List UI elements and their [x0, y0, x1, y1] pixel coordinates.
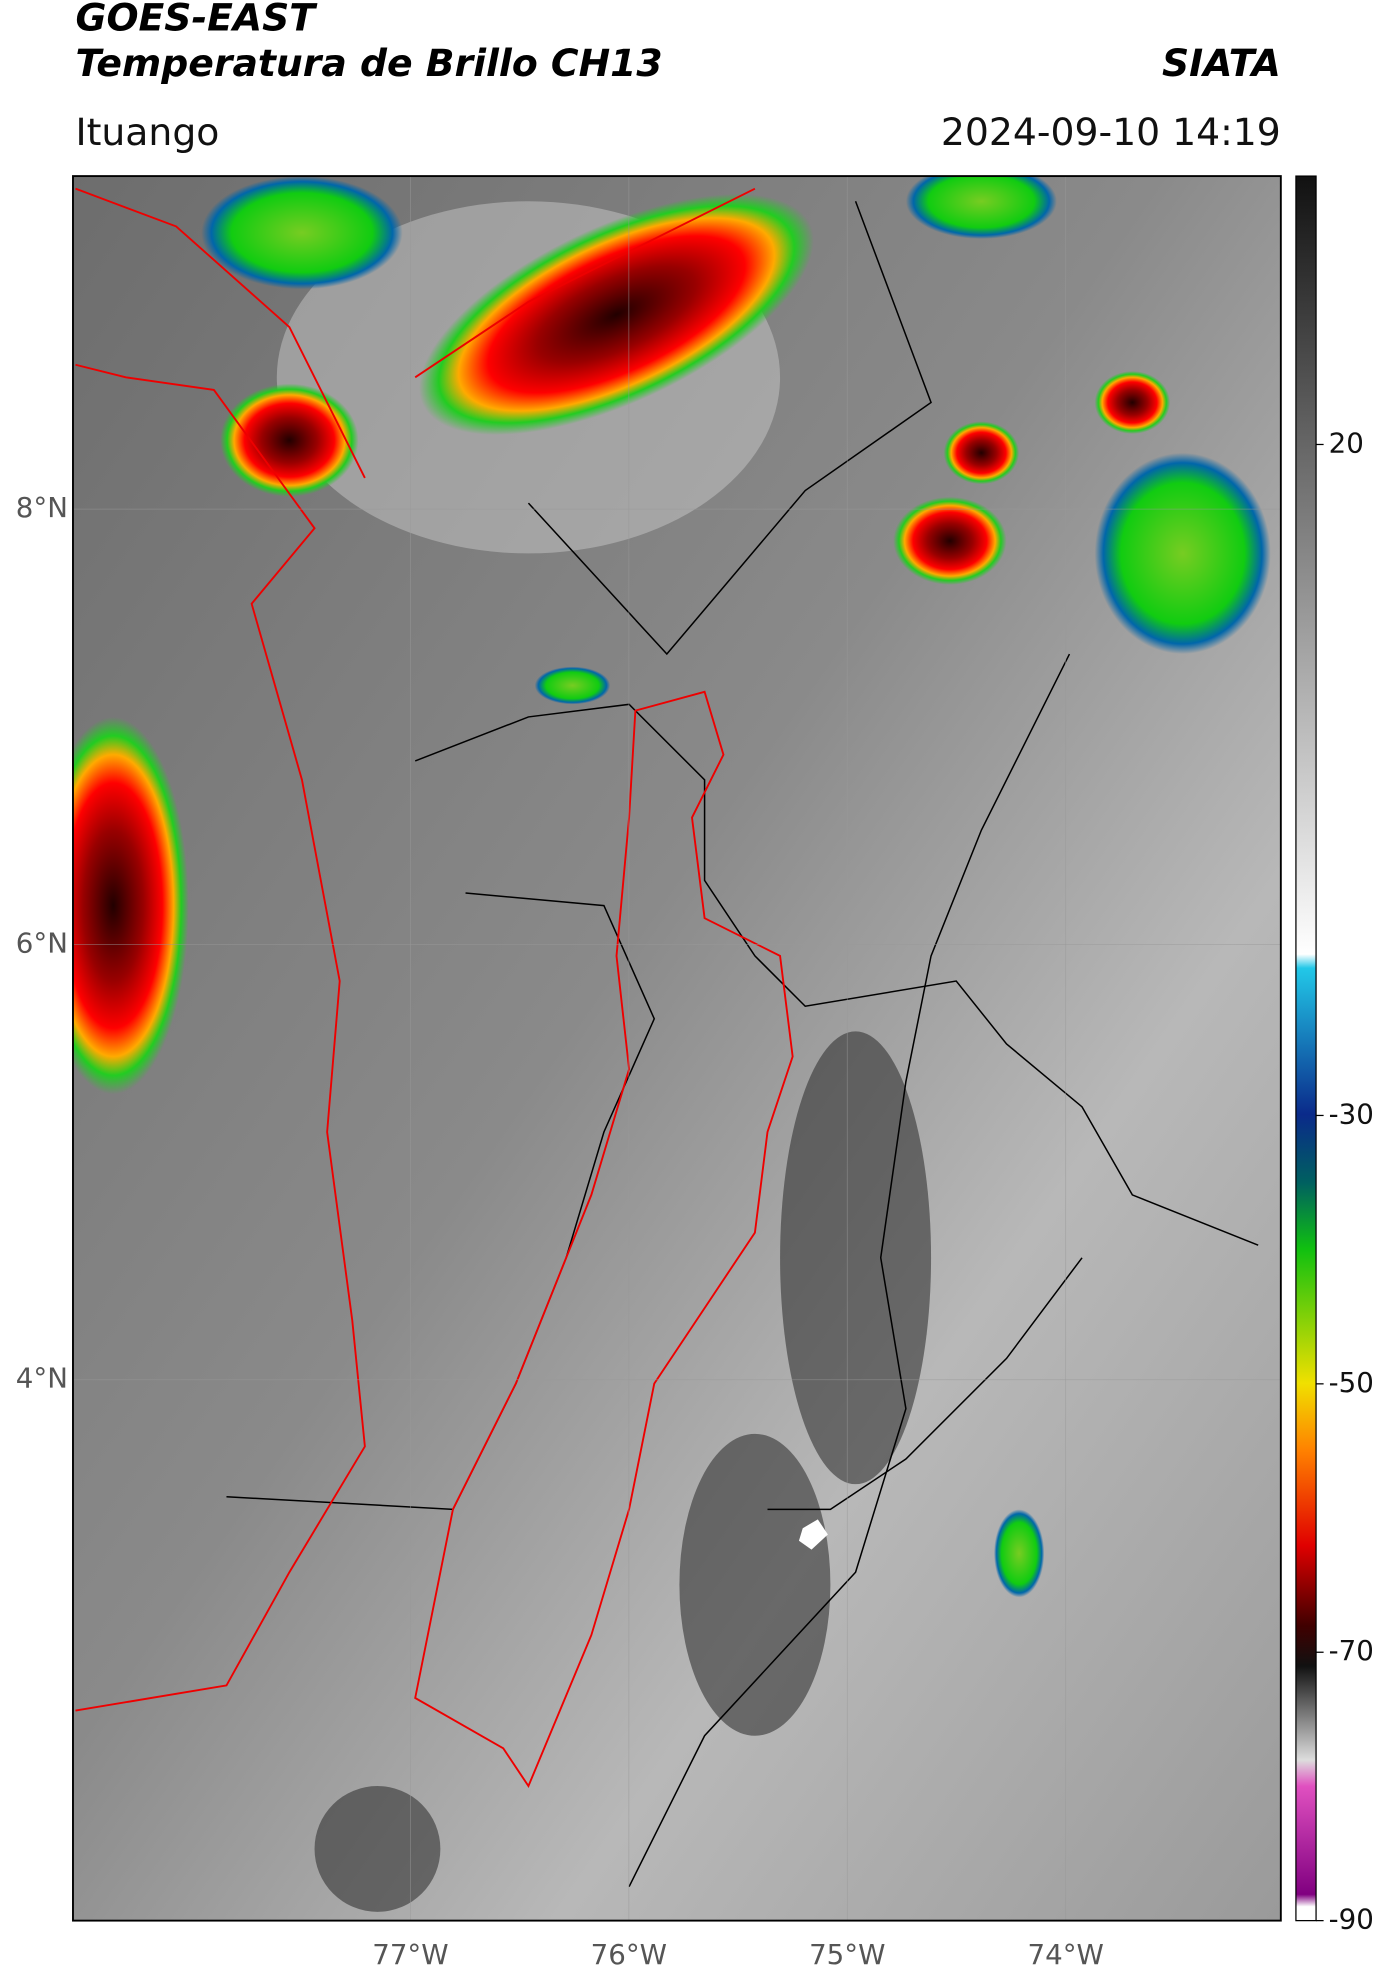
- longitude-label: 75°W: [809, 1938, 885, 1971]
- colorbar-tick-label: -50: [1329, 1366, 1374, 1399]
- title: GOES-EAST: [75, 0, 318, 40]
- longitude-label: 76°W: [591, 1938, 667, 1971]
- datetime: 2024-09-10 14:19: [941, 110, 1281, 154]
- map-frame: [72, 175, 1282, 1922]
- colorbar-tick-label: 20: [1329, 426, 1364, 459]
- colorbar-tick-label: -90: [1329, 1903, 1374, 1936]
- latitude-label: 8°N: [16, 491, 68, 524]
- map-image: [72, 176, 1281, 1921]
- colorbar: [1295, 175, 1317, 1922]
- colorbar-tick-label: -70: [1329, 1634, 1374, 1667]
- longitude-label: 74°W: [1027, 1938, 1103, 1971]
- colorbar-tick-label: -30: [1329, 1097, 1374, 1130]
- latitude-label: 6°N: [16, 926, 68, 959]
- latitude-label: 4°N: [16, 1362, 68, 1395]
- longitude-label: 77°W: [372, 1938, 448, 1971]
- region: Ituango: [75, 110, 219, 154]
- subtitle: Temperatura de Brillo CH13: [75, 41, 662, 85]
- source: SIATA: [1162, 41, 1281, 85]
